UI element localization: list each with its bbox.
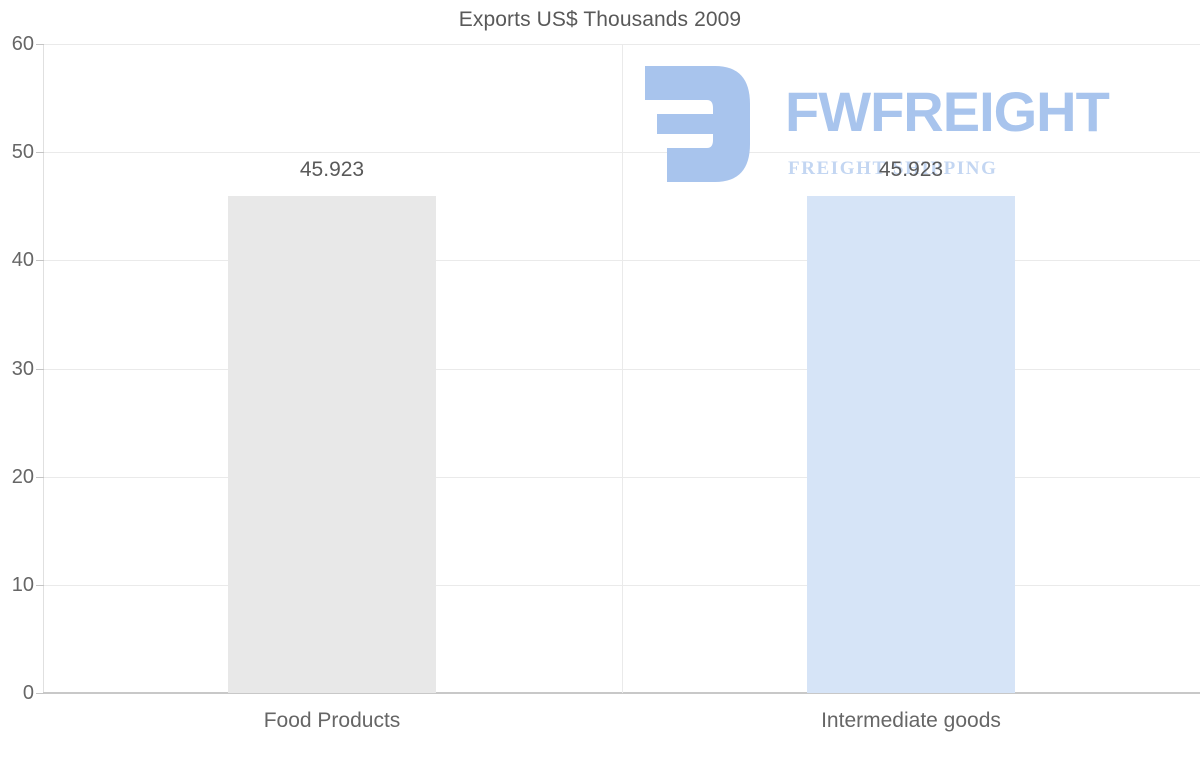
x-axis-line bbox=[43, 692, 1200, 693]
bar-value-label: 45.923 bbox=[299, 158, 365, 181]
y-tick-mark-10 bbox=[36, 585, 44, 586]
gridline-y-60 bbox=[43, 44, 1200, 45]
bar[interactable] bbox=[228, 196, 436, 693]
y-tick-label-20: 20 bbox=[11, 466, 34, 488]
gridline-y-40 bbox=[43, 260, 1200, 261]
y-tick-label-50: 50 bbox=[11, 141, 34, 163]
y-tick-label-0: 0 bbox=[22, 682, 34, 704]
y-tick-label-10: 10 bbox=[11, 574, 34, 596]
x-tick-label: Food Products bbox=[263, 709, 401, 732]
gridline-y-0 bbox=[43, 693, 1200, 694]
gridline-y-30 bbox=[43, 369, 1200, 370]
plot-area bbox=[43, 44, 1200, 694]
y-tick-mark-30 bbox=[36, 369, 44, 370]
gridline-y-10 bbox=[43, 585, 1200, 586]
bar[interactable] bbox=[807, 196, 1015, 693]
y-tick-label-30: 30 bbox=[11, 358, 34, 380]
bar-value-label: 45.923 bbox=[878, 158, 944, 181]
y-tick-mark-40 bbox=[36, 260, 44, 261]
y-tick-label-40: 40 bbox=[11, 249, 34, 271]
y-tick-mark-0 bbox=[36, 693, 44, 694]
gridline-x-1 bbox=[622, 44, 623, 693]
y-tick-mark-20 bbox=[36, 477, 44, 478]
x-tick-label: Intermediate goods bbox=[821, 709, 1001, 732]
gridline-y-50 bbox=[43, 152, 1200, 153]
chart-title: Exports US$ Thousands 2009 bbox=[458, 8, 742, 31]
gridline-y-20 bbox=[43, 477, 1200, 478]
y-tick-label-60: 60 bbox=[11, 33, 34, 55]
y-tick-mark-50 bbox=[36, 152, 44, 153]
y-tick-mark-60 bbox=[36, 44, 44, 45]
